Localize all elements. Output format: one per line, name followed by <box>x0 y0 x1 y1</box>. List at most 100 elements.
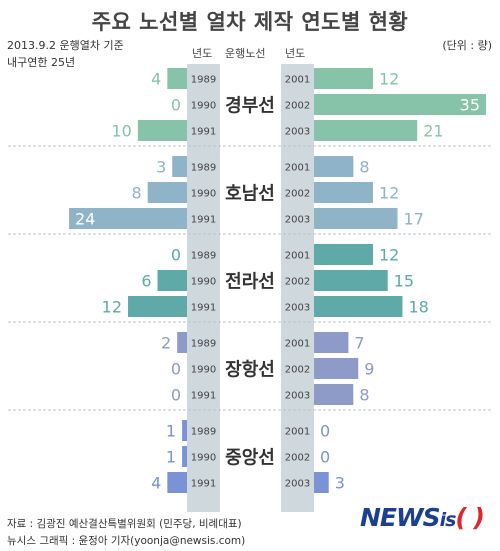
left-bar <box>167 68 187 89</box>
right-value-label: 8 <box>359 158 369 177</box>
left-value-label: 4 <box>151 474 161 493</box>
right-value-label: 21 <box>423 122 443 141</box>
right-year-label: 2002 <box>285 189 310 200</box>
right-bar <box>314 120 418 141</box>
header-right-year: 년도 <box>285 47 306 60</box>
left-value-label: 24 <box>75 210 95 229</box>
unit-label: (단위 : 량) <box>442 39 492 52</box>
left-year-label: 1989 <box>191 427 216 438</box>
right-year-label: 2001 <box>285 251 310 262</box>
right-value-label: 0 <box>320 448 330 467</box>
right-year-band <box>281 64 314 512</box>
right-bar <box>314 182 373 203</box>
route-label: 장항선 <box>225 360 275 381</box>
left-year-band <box>187 64 220 512</box>
left-year-label: 1989 <box>191 75 216 86</box>
left-value-label: 6 <box>141 272 151 291</box>
right-value-label: 15 <box>394 272 414 291</box>
right-year-label: 2003 <box>285 215 310 226</box>
right-year-label: 2003 <box>285 127 310 138</box>
route-label: 호남선 <box>225 184 275 205</box>
left-year-label: 1990 <box>191 453 216 464</box>
left-bar <box>137 120 187 141</box>
left-bar <box>177 332 187 353</box>
right-bar <box>314 332 349 353</box>
left-value-label: 12 <box>102 298 122 317</box>
graphic-credit: 뉴시스 그래픽 : 윤정아 기자(yoonja@newsis.com) <box>7 535 246 547</box>
left-year-label: 1989 <box>191 339 216 350</box>
left-value-label: 0 <box>171 246 181 265</box>
left-value-label: 3 <box>156 158 166 177</box>
right-value-label: 9 <box>364 360 374 379</box>
left-bar <box>128 296 187 317</box>
right-value-label: 35 <box>460 96 480 115</box>
left-value-label: 10 <box>111 122 131 141</box>
left-bar <box>172 156 187 177</box>
logo-paren: ( ) <box>455 503 485 532</box>
left-year-label: 1990 <box>191 189 216 200</box>
newsis-logo: NEWSis( ) <box>360 503 485 532</box>
left-value-label: 2 <box>161 334 171 353</box>
left-year-label: 1991 <box>191 391 216 402</box>
left-value-label: 0 <box>171 386 181 405</box>
right-year-label: 2002 <box>285 277 310 288</box>
right-year-label: 2002 <box>285 101 310 112</box>
right-value-label: 12 <box>379 184 399 203</box>
left-bar <box>182 420 187 441</box>
route-label: 전라선 <box>225 272 275 293</box>
right-year-label: 2001 <box>285 163 310 174</box>
left-bar <box>167 472 187 493</box>
route-label: 경부선 <box>225 96 275 117</box>
left-bar <box>69 208 187 229</box>
left-value-label: 1 <box>166 448 176 467</box>
right-bar <box>314 270 388 291</box>
right-bar <box>314 358 359 379</box>
route-label: 중앙선 <box>225 448 275 469</box>
right-value-label: 8 <box>359 386 369 405</box>
right-bar <box>314 244 373 265</box>
right-value-label: 12 <box>379 70 399 89</box>
right-bar <box>314 68 373 89</box>
left-year-label: 1990 <box>191 365 216 376</box>
left-year-label: 1990 <box>191 101 216 112</box>
right-year-label: 2002 <box>285 365 310 376</box>
right-year-label: 2003 <box>285 479 310 490</box>
subtitle-date: 2013.9.2 운행열차 기준 <box>7 39 124 52</box>
right-year-label: 2002 <box>285 453 310 464</box>
right-bar <box>314 208 398 229</box>
left-value-label: 1 <box>166 422 176 441</box>
right-year-label: 2003 <box>285 303 310 314</box>
right-year-label: 2001 <box>285 339 310 350</box>
left-year-label: 1991 <box>191 303 216 314</box>
right-year-label: 2003 <box>285 391 310 402</box>
right-bar <box>314 384 354 405</box>
left-year-label: 1990 <box>191 277 216 288</box>
right-bar <box>314 296 403 317</box>
left-bar <box>182 446 187 467</box>
header-route: 운행노선 <box>225 47 266 60</box>
left-value-label: 8 <box>131 184 141 203</box>
left-year-label: 1991 <box>191 215 216 226</box>
left-year-label: 1989 <box>191 251 216 262</box>
header-left-year: 년도 <box>192 47 213 60</box>
right-value-label: 12 <box>379 246 399 265</box>
right-bar <box>314 94 486 115</box>
left-year-label: 1991 <box>191 479 216 490</box>
right-value-label: 3 <box>335 474 345 493</box>
left-value-label: 4 <box>151 70 161 89</box>
source-credit: 자료 : 김광진 예산결산특별위원회 (민주당, 비례대표) <box>7 518 242 530</box>
right-value-label: 17 <box>404 210 424 229</box>
right-bar <box>314 156 354 177</box>
right-value-label: 18 <box>408 298 428 317</box>
logo-news: NEWS <box>360 503 441 532</box>
left-value-label: 0 <box>171 96 181 115</box>
logo-is: is <box>439 509 457 531</box>
right-year-label: 2001 <box>285 427 310 438</box>
subtitle-durability: 내구연한 25년 <box>7 56 76 69</box>
left-bar <box>157 270 187 291</box>
right-value-label: 7 <box>354 334 364 353</box>
right-value-label: 0 <box>320 422 330 441</box>
left-year-label: 1989 <box>191 163 216 174</box>
right-bar <box>314 472 329 493</box>
